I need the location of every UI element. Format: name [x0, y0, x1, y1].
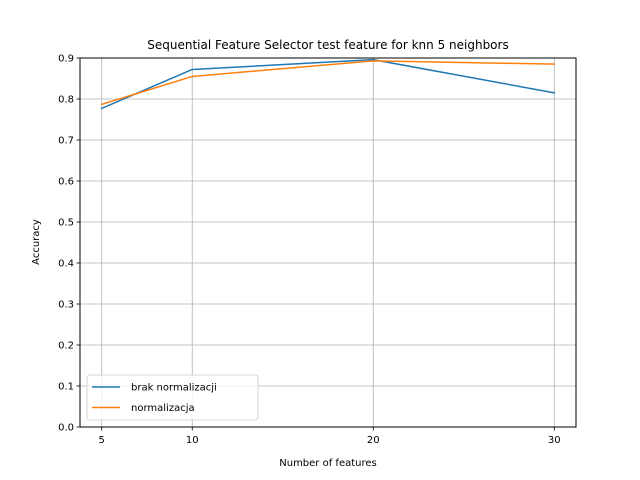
chart-title: Sequential Feature Selector test feature…	[147, 38, 508, 52]
legend-label-2: normalizacja	[131, 403, 195, 414]
x-tick-label: 20	[367, 435, 380, 446]
x-tick-label: 30	[548, 435, 561, 446]
series-line-1	[100, 58, 556, 110]
series-line-2	[100, 60, 556, 106]
y-tick-label: 0.9	[58, 54, 74, 65]
legend-label-1: brak normalizacji	[131, 383, 217, 394]
ticks: 0.0 0.1 0.2 0.3 0.4 0.5 0.6 0.7 0.8 0.9 5 10 20 30	[58, 54, 561, 447]
y-axis-label: Accuracy	[31, 219, 42, 265]
y-tick-label: 0.7	[58, 136, 74, 147]
y-tick-label: 0.8	[58, 95, 74, 106]
plot-frame	[79, 57, 577, 428]
legend-box	[86, 374, 259, 421]
x-tick-label: 10	[186, 435, 199, 446]
y-tick-label: 0.0	[58, 423, 74, 434]
y-tick-label: 0.1	[58, 382, 74, 393]
series-group	[100, 58, 556, 110]
y-tick-label: 0.3	[58, 300, 74, 311]
y-tick-label: 0.5	[58, 218, 74, 229]
x-tick-label: 5	[99, 435, 105, 446]
x-axis-label: Number of features	[279, 458, 376, 469]
y-tick-label: 0.4	[58, 259, 74, 270]
y-tick-label: 0.2	[58, 341, 74, 352]
y-tick-label: 0.6	[58, 177, 74, 188]
legend: brak normalizacji normalizacja	[86, 374, 259, 421]
